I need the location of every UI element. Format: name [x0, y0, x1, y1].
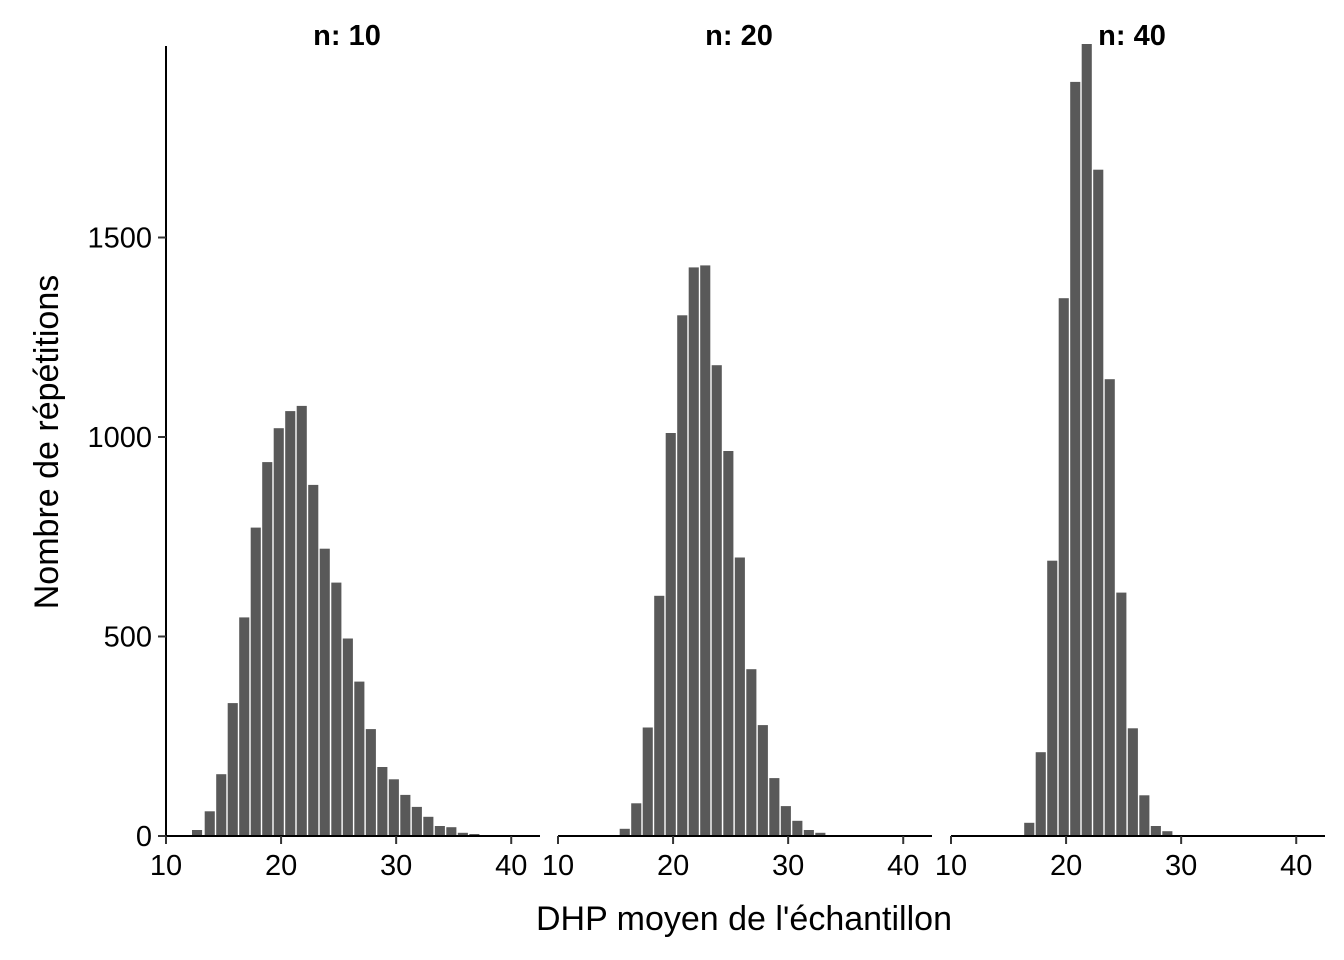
x-tick-label: 40 — [1280, 850, 1312, 882]
x-tick-label: 40 — [495, 850, 527, 882]
y-tick-label: 1000 — [87, 422, 152, 454]
y-tick-label: 1500 — [87, 223, 152, 255]
histogram-bar — [434, 826, 445, 836]
histogram-bar — [308, 484, 319, 836]
histogram-bar — [734, 557, 745, 836]
histogram-bar — [250, 527, 261, 836]
histogram-bar — [723, 451, 734, 836]
histogram-bar — [1104, 379, 1115, 836]
histogram-bar — [654, 595, 665, 836]
histogram-bar — [1081, 44, 1092, 836]
histogram-bar — [1116, 592, 1127, 836]
histogram-bar — [216, 774, 227, 836]
histogram-bar — [262, 462, 273, 836]
histogram-bar — [803, 830, 814, 836]
x-tick-label: 10 — [542, 850, 574, 882]
histogram-bar — [411, 806, 422, 836]
x-tick-label: 20 — [265, 850, 297, 882]
histogram-bar — [1150, 826, 1161, 836]
histogram-bar — [1035, 752, 1046, 836]
histogram-bar — [665, 433, 676, 836]
histogram-bar — [423, 816, 434, 836]
histogram-bar — [296, 405, 307, 836]
histogram-bar — [400, 794, 411, 836]
histogram-bar — [677, 315, 688, 836]
histogram-bar — [1058, 298, 1069, 836]
x-tick-label: 40 — [887, 850, 919, 882]
panel-2: n: 20 10 20 30 40 — [542, 20, 932, 882]
histogram-bar — [1162, 831, 1173, 836]
histogram-bar — [815, 832, 826, 836]
histogram-bar — [792, 820, 803, 836]
histogram-bar — [377, 767, 388, 836]
panel-1: n: 10 10 20 30 40 0 500 1000 1500 — [87, 20, 540, 882]
x-tick-label: 10 — [935, 850, 967, 882]
x-tick-label: 30 — [380, 850, 412, 882]
histogram-bar — [354, 681, 365, 836]
x-tick-label: 10 — [150, 850, 182, 882]
histogram-bar — [239, 617, 250, 836]
y-axis-title: Nombre de répétitions — [28, 275, 66, 610]
histogram-bar — [688, 267, 699, 836]
histogram-bar — [388, 779, 399, 836]
histogram-bar — [273, 428, 284, 836]
histogram-bar — [1047, 560, 1058, 836]
histogram-bar — [192, 830, 203, 836]
histogram-bar — [319, 548, 330, 836]
x-tick-label: 20 — [657, 850, 689, 882]
histogram-bar — [769, 778, 780, 836]
histogram-bar — [1127, 728, 1138, 836]
histogram-bar — [780, 806, 791, 836]
histogram-bar — [642, 727, 653, 836]
x-tick-label: 20 — [1050, 850, 1082, 882]
histogram-bar — [285, 411, 296, 836]
histogram-bar — [342, 638, 353, 836]
histogram-bar — [757, 725, 768, 836]
panel-title: n: 40 — [1098, 20, 1166, 52]
histogram-bar — [711, 365, 722, 836]
histogram-bar — [365, 729, 376, 836]
histogram-bar — [631, 803, 642, 836]
x-tick-label: 30 — [1165, 850, 1197, 882]
x-tick-label: 30 — [772, 850, 804, 882]
histogram-bar — [1139, 795, 1150, 836]
histogram-bar — [446, 827, 457, 836]
histogram-bar — [227, 703, 238, 836]
histogram-bar — [1024, 822, 1035, 836]
histogram-bar — [700, 265, 711, 836]
x-axis-title: DHP moyen de l'échantillon — [536, 900, 952, 938]
panel-title: n: 10 — [313, 20, 381, 52]
histogram-bar — [746, 669, 757, 836]
histogram-bar — [1093, 169, 1104, 836]
histogram-bar — [457, 832, 468, 836]
panel-3: n: 40 10 20 30 40 — [935, 20, 1325, 882]
y-tick-label: 0 — [136, 821, 152, 853]
histogram-bar — [331, 582, 342, 836]
panel-title: n: 20 — [705, 20, 773, 52]
y-tick-label: 500 — [104, 622, 152, 654]
histogram-bar — [619, 828, 630, 836]
histogram-bar — [1070, 81, 1081, 836]
histogram-bar — [204, 811, 215, 836]
